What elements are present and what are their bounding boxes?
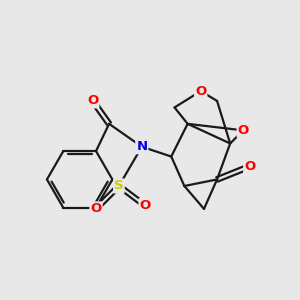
Text: O: O <box>140 199 151 212</box>
Text: O: O <box>195 85 206 98</box>
Text: S: S <box>114 179 124 193</box>
Text: O: O <box>244 160 255 173</box>
Text: O: O <box>87 94 98 107</box>
Text: O: O <box>90 202 102 215</box>
Text: O: O <box>238 124 249 137</box>
Text: N: N <box>136 140 147 153</box>
